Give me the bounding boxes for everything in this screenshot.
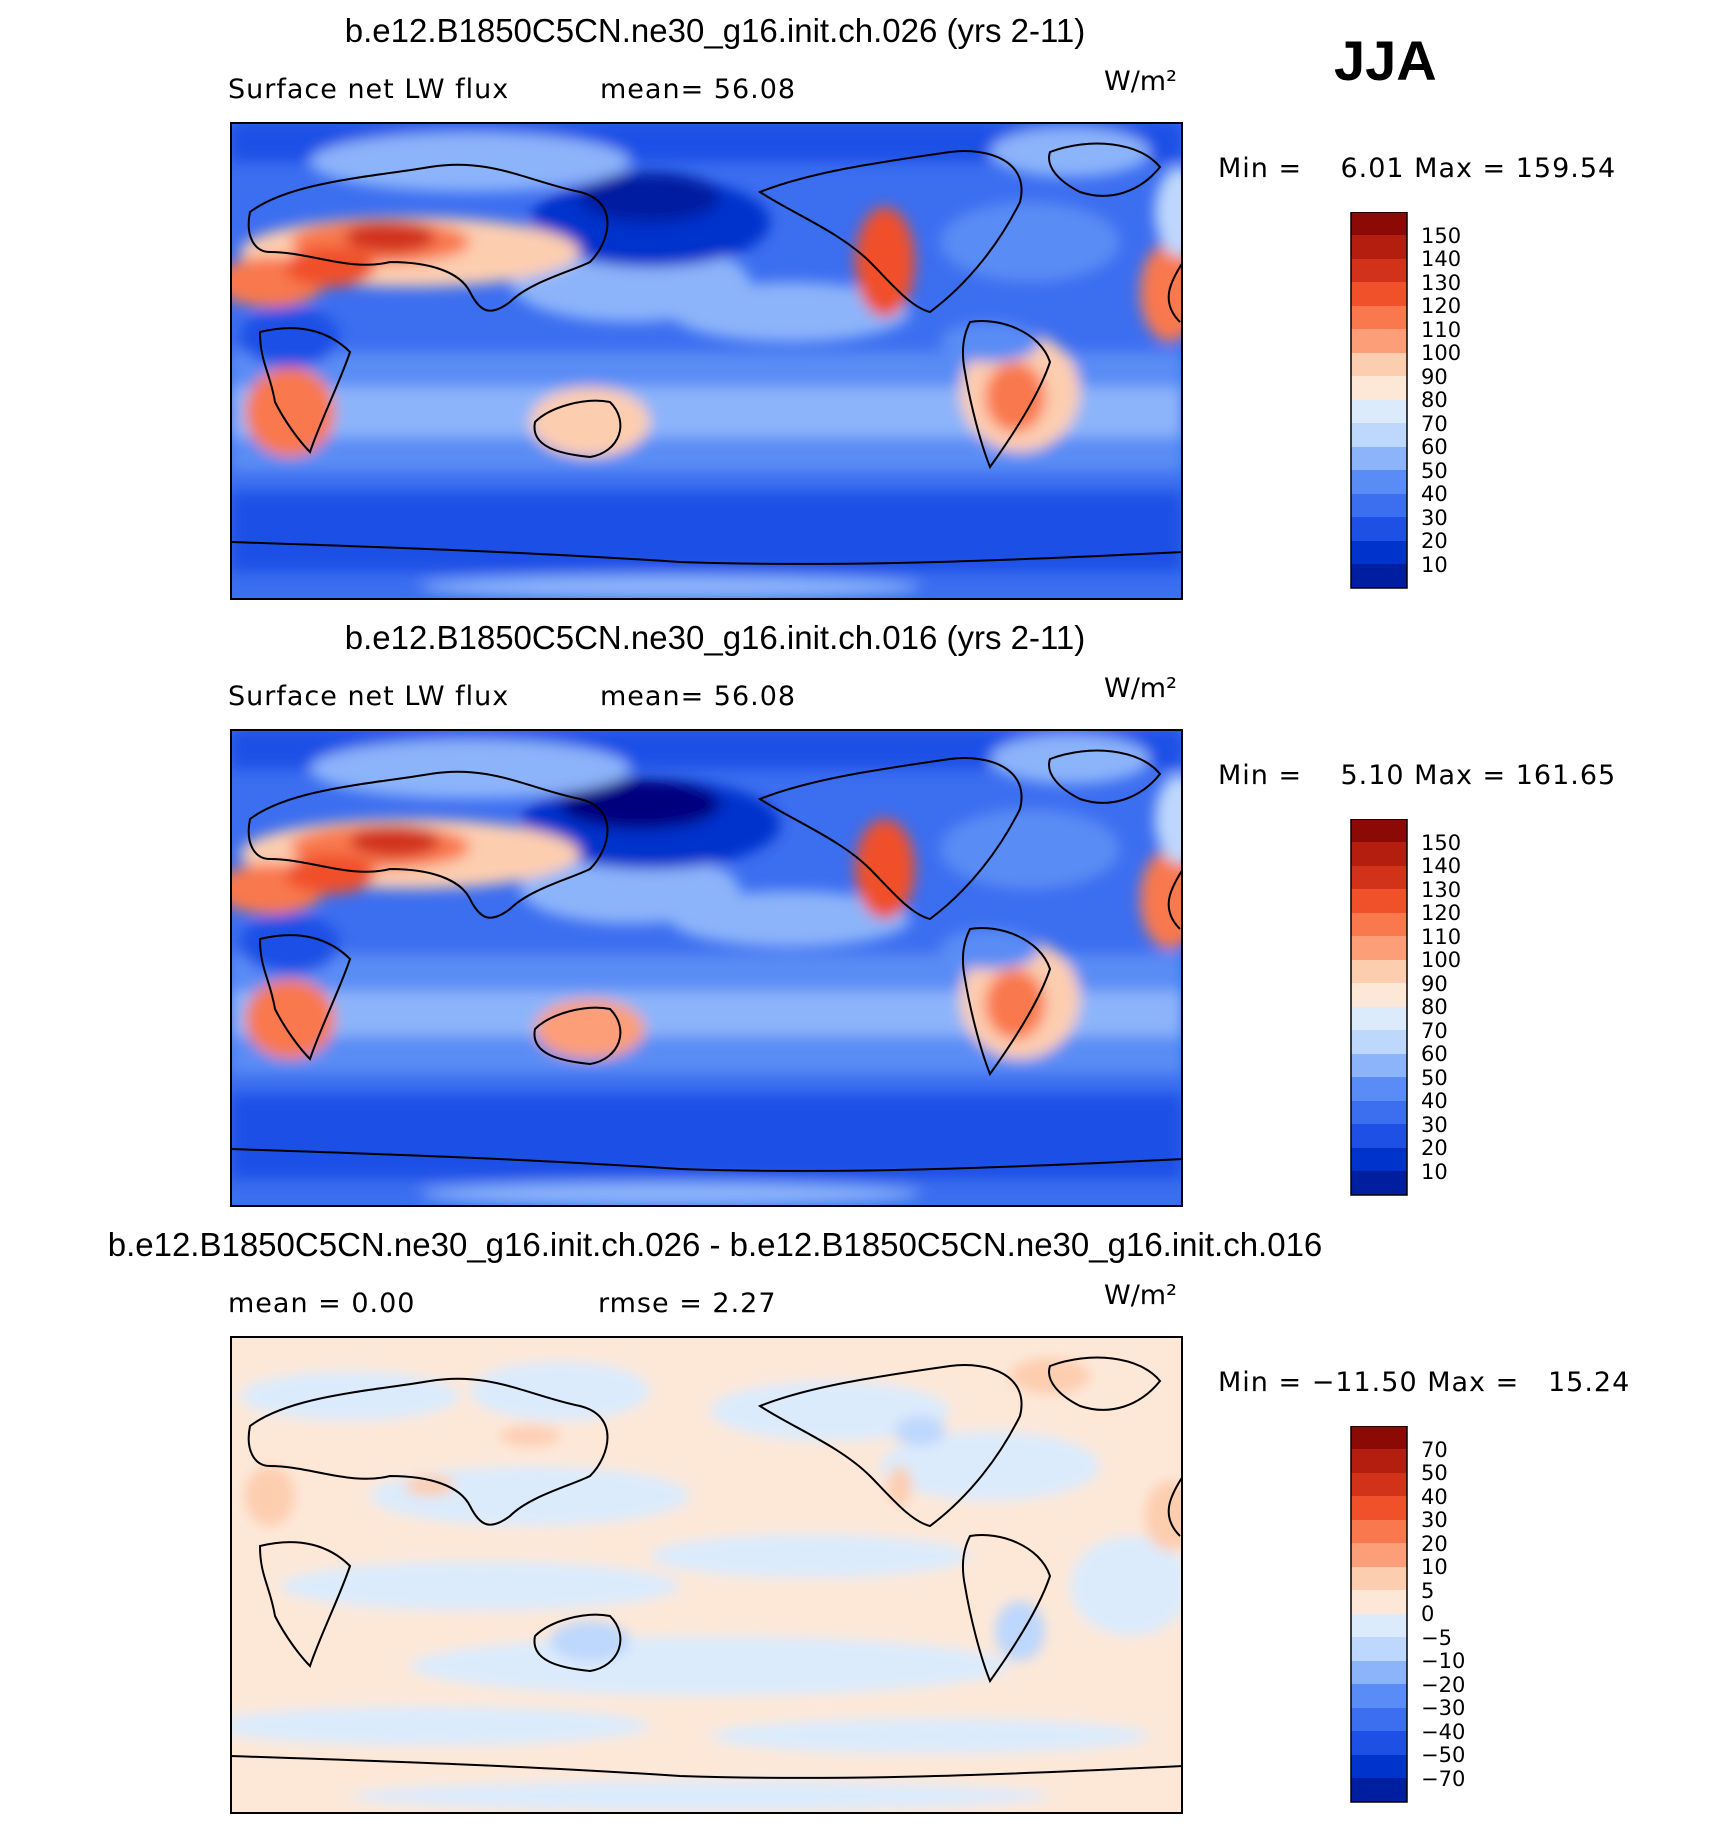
colorbar-label: 60 [1421, 1042, 1448, 1066]
colorbar-label: 150 [1421, 831, 1461, 855]
colorbar-label: 100 [1421, 341, 1461, 365]
mean-label: mean= 56.08 [600, 681, 797, 712]
colorbar: 150 140 130 120 110 100 90 80 70 60 50 4… [1350, 819, 1461, 1196]
colorbar: 150 140 130 120 110 100 90 80 70 60 50 4… [1350, 212, 1461, 589]
minmax-label: Min = 5.10 Max = 161.65 [1218, 760, 1617, 791]
colorbar-label: 130 [1421, 271, 1461, 295]
rmse-label: rmse = 2.27 [598, 1288, 777, 1319]
colorbar-label: 30 [1421, 506, 1448, 530]
colorbar-swatches [1350, 819, 1408, 1196]
colorbar-label: 50 [1421, 1461, 1448, 1485]
minmax-label: Min = −11.50 Max = 15.24 [1218, 1367, 1631, 1398]
map-plot [230, 1336, 1183, 1814]
colorbar-label: 40 [1421, 1089, 1448, 1113]
colorbar-label: −50 [1421, 1743, 1465, 1767]
panel-title: b.e12.B1850C5CN.ne30_g16.init.ch.026 - b… [107, 1226, 1323, 1263]
mean-label: mean = 0.00 [228, 1288, 416, 1319]
colorbar-label: 110 [1421, 925, 1461, 949]
colorbar-swatches [1350, 212, 1408, 589]
colorbar-label: 130 [1421, 878, 1461, 902]
colorbar-label: 10 [1421, 1160, 1448, 1184]
panel-difference: b.e12.B1850C5CN.ne30_g16.init.ch.026 - b… [0, 1214, 1710, 1820]
colorbar-label: 60 [1421, 435, 1448, 459]
colorbar-label: −10 [1421, 1649, 1465, 1673]
colorbar-swatches [1350, 1426, 1408, 1803]
colorbar-label: 50 [1421, 1066, 1448, 1090]
units-label: W/m² [1104, 1280, 1177, 1311]
colorbar-label: 40 [1421, 482, 1448, 506]
colorbar-label: 80 [1421, 995, 1448, 1019]
colorbar-label: 40 [1421, 1485, 1448, 1509]
colorbar-label: −30 [1421, 1696, 1465, 1720]
colorbar-label: 70 [1421, 1019, 1448, 1043]
colorbar-label: 20 [1421, 529, 1448, 553]
colorbar-label: 140 [1421, 854, 1461, 878]
colorbar-label: 70 [1421, 1438, 1448, 1462]
colorbar-label: −40 [1421, 1720, 1465, 1744]
map-plot [230, 122, 1183, 600]
colorbar-label: 70 [1421, 412, 1448, 436]
colorbar-label: 90 [1421, 365, 1448, 389]
colorbar-label: 80 [1421, 388, 1448, 412]
colorbar-label: −20 [1421, 1673, 1465, 1697]
colorbar-label: 120 [1421, 294, 1461, 318]
colorbar: 70 50 40 30 20 10 5 0 −5 −10 −20 −30 −40… [1350, 1426, 1465, 1803]
variable-label: Surface net LW flux [228, 74, 510, 105]
colorbar-label: −5 [1421, 1626, 1452, 1650]
panel-title: b.e12.B1850C5CN.ne30_g16.init.ch.016 (yr… [344, 619, 1086, 656]
colorbar-label: 120 [1421, 901, 1461, 925]
colorbar-label: 0 [1421, 1602, 1434, 1626]
colorbar-label: 5 [1421, 1579, 1434, 1603]
season-label: JJA [1334, 29, 1437, 92]
colorbar-label: 140 [1421, 247, 1461, 271]
colorbar-label: 110 [1421, 318, 1461, 342]
colorbar-label: 30 [1421, 1508, 1448, 1532]
colorbar-label: 30 [1421, 1113, 1448, 1137]
colorbar-label: 50 [1421, 459, 1448, 483]
colorbar-label: 20 [1421, 1532, 1448, 1556]
panel-case-016: b.e12.B1850C5CN.ne30_g16.init.ch.016 (yr… [0, 607, 1710, 1213]
colorbar-label: 10 [1421, 553, 1448, 577]
units-label: W/m² [1104, 66, 1177, 97]
panel-title: b.e12.B1850C5CN.ne30_g16.init.ch.026 (yr… [344, 12, 1086, 49]
map-plot [230, 729, 1183, 1207]
mean-label: mean= 56.08 [600, 74, 797, 105]
units-label: W/m² [1104, 673, 1177, 704]
colorbar-label: 10 [1421, 1555, 1448, 1579]
minmax-label: Min = 6.01 Max = 159.54 [1218, 153, 1617, 184]
variable-label: Surface net LW flux [228, 681, 510, 712]
colorbar-label: 150 [1421, 224, 1461, 248]
panel-case-026: b.e12.B1850C5CN.ne30_g16.init.ch.026 (yr… [0, 0, 1710, 606]
colorbar-label: 100 [1421, 948, 1461, 972]
colorbar-label: 20 [1421, 1136, 1448, 1160]
colorbar-label: −70 [1421, 1767, 1465, 1791]
colorbar-label: 90 [1421, 972, 1448, 996]
